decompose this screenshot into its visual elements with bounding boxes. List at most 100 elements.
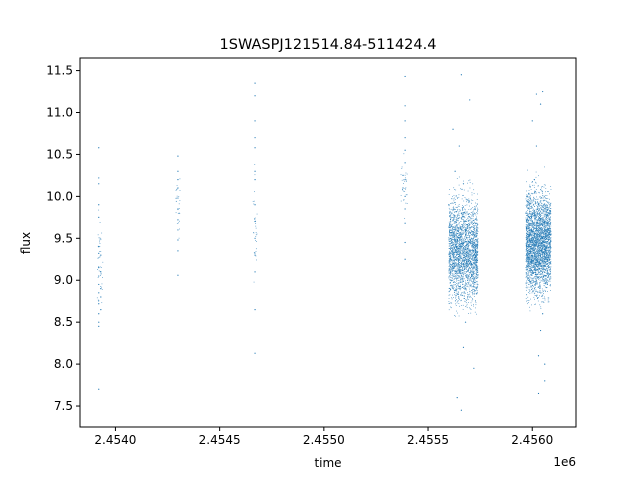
data-point <box>454 253 456 255</box>
data-point <box>545 206 547 208</box>
data-point <box>537 216 539 217</box>
data-point <box>452 255 454 257</box>
data-point <box>461 213 463 215</box>
data-point <box>466 226 468 228</box>
data-point <box>177 213 179 214</box>
data-point <box>547 263 548 265</box>
data-point <box>544 246 546 247</box>
data-point <box>475 232 477 234</box>
data-point <box>477 268 479 269</box>
data-point <box>450 238 452 240</box>
data-point <box>467 283 469 285</box>
data-point <box>456 197 458 199</box>
data-point <box>544 256 546 258</box>
data-point <box>473 258 475 260</box>
data-point <box>542 268 544 270</box>
data-point <box>532 256 534 257</box>
data-point <box>535 262 537 264</box>
data-point <box>455 259 456 260</box>
data-point <box>539 222 541 224</box>
data-point <box>529 199 530 201</box>
data-point <box>465 254 467 256</box>
data-point <box>535 289 537 291</box>
data-point <box>528 235 529 237</box>
data-point <box>461 252 462 254</box>
data-point <box>546 250 547 252</box>
data-point <box>526 274 528 276</box>
data-point <box>472 268 473 270</box>
data-point <box>469 250 470 252</box>
data-point <box>459 252 461 254</box>
data-point <box>471 245 472 246</box>
data-point <box>461 241 462 242</box>
data-point <box>404 191 406 192</box>
data-point <box>547 211 549 213</box>
data-point <box>529 212 531 214</box>
data-point <box>543 238 545 240</box>
data-point <box>466 237 468 238</box>
data-point <box>547 276 549 277</box>
data-point <box>450 261 452 263</box>
data-point <box>547 232 549 233</box>
data-point <box>468 241 470 242</box>
data-point <box>469 239 471 240</box>
data-point <box>456 299 457 300</box>
data-point <box>461 263 463 265</box>
data-point <box>449 265 450 266</box>
data-point <box>527 251 528 253</box>
data-point <box>471 243 472 244</box>
data-point <box>474 228 475 230</box>
data-point <box>548 229 550 231</box>
data-point <box>461 295 463 297</box>
data-point <box>456 240 458 242</box>
data-point <box>541 267 543 269</box>
data-point <box>457 267 459 269</box>
data-point <box>462 240 464 242</box>
data-point <box>460 249 462 251</box>
data-point <box>535 295 537 296</box>
data-point <box>455 290 456 291</box>
data-point <box>466 221 468 222</box>
data-point <box>543 256 545 258</box>
data-point <box>477 284 479 286</box>
data-point <box>453 231 454 233</box>
data-point <box>458 285 459 287</box>
data-point <box>548 247 550 249</box>
data-point <box>463 261 465 262</box>
data-point <box>540 254 541 256</box>
data-point <box>541 237 543 239</box>
data-point <box>454 215 455 216</box>
data-point <box>543 256 545 258</box>
data-point <box>472 278 474 280</box>
data-point <box>547 229 549 231</box>
data-point <box>475 229 477 231</box>
data-point <box>461 218 463 220</box>
data-point <box>533 264 535 265</box>
data-point <box>531 201 533 202</box>
data-point <box>545 210 547 212</box>
data-point <box>529 216 531 218</box>
data-point <box>547 284 548 286</box>
data-point <box>465 292 466 294</box>
data-point <box>467 239 468 241</box>
data-point <box>474 250 476 252</box>
data-point <box>468 234 469 236</box>
data-point <box>545 214 547 216</box>
data-point <box>179 220 180 222</box>
data-point <box>473 226 475 228</box>
data-point <box>178 237 180 239</box>
data-point <box>536 233 537 235</box>
data-point <box>527 241 528 243</box>
data-point <box>458 237 460 238</box>
data-point <box>530 255 532 257</box>
data-point <box>448 237 450 238</box>
data-point <box>179 178 181 180</box>
data-point <box>473 244 474 245</box>
data-point <box>476 268 478 270</box>
data-point <box>534 191 536 192</box>
data-point <box>526 243 527 245</box>
data-point <box>455 276 457 277</box>
data-point <box>468 245 470 246</box>
data-point <box>536 221 538 223</box>
data-point <box>458 248 459 249</box>
